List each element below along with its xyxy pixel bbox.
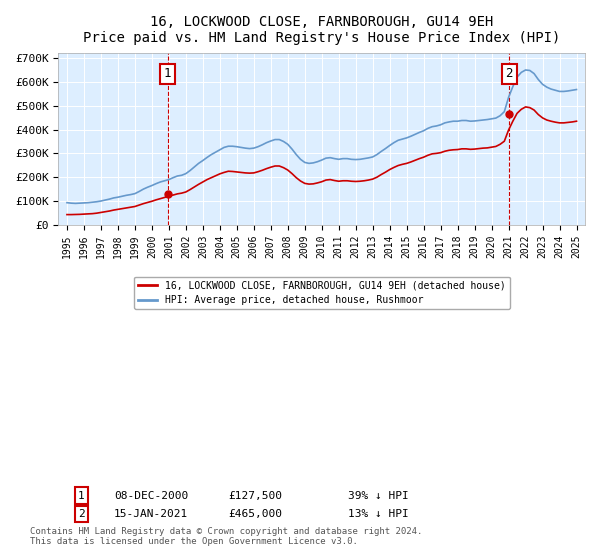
Text: Contains HM Land Registry data © Crown copyright and database right 2024.
This d: Contains HM Land Registry data © Crown c… — [30, 526, 422, 546]
Title: 16, LOCKWOOD CLOSE, FARNBOROUGH, GU14 9EH
Price paid vs. HM Land Registry's Hous: 16, LOCKWOOD CLOSE, FARNBOROUGH, GU14 9E… — [83, 15, 560, 45]
Text: 15-JAN-2021: 15-JAN-2021 — [114, 509, 188, 519]
Legend: 16, LOCKWOOD CLOSE, FARNBOROUGH, GU14 9EH (detached house), HPI: Average price, : 16, LOCKWOOD CLOSE, FARNBOROUGH, GU14 9E… — [134, 277, 509, 309]
Text: 1: 1 — [164, 67, 171, 81]
Text: 1: 1 — [78, 491, 85, 501]
Text: 2: 2 — [505, 67, 513, 81]
Text: £127,500: £127,500 — [228, 491, 282, 501]
Text: £465,000: £465,000 — [228, 509, 282, 519]
Text: 08-DEC-2000: 08-DEC-2000 — [114, 491, 188, 501]
Text: 13% ↓ HPI: 13% ↓ HPI — [348, 509, 409, 519]
Text: 2: 2 — [78, 509, 85, 519]
Text: 39% ↓ HPI: 39% ↓ HPI — [348, 491, 409, 501]
